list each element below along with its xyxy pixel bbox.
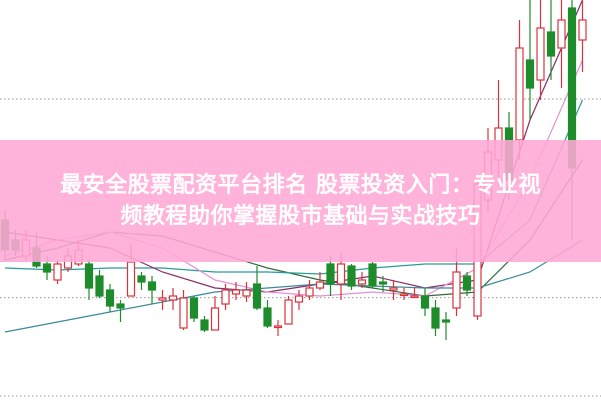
candle-body xyxy=(95,275,104,297)
candle-body xyxy=(284,299,293,325)
candle-body xyxy=(420,295,430,309)
candle-body xyxy=(273,325,283,329)
candle-body xyxy=(399,293,409,297)
candle-body xyxy=(557,19,566,49)
candle-body xyxy=(53,263,62,281)
candle-body xyxy=(336,263,346,285)
candle-body xyxy=(200,319,209,331)
candle-body xyxy=(410,295,419,299)
candle-body xyxy=(189,297,199,319)
candle-body xyxy=(105,289,115,307)
candle-body xyxy=(221,289,230,305)
candle-body xyxy=(389,287,398,291)
candle-body xyxy=(252,283,262,309)
candle-body xyxy=(147,281,157,291)
candle-body xyxy=(546,31,556,57)
candle-body xyxy=(305,287,314,297)
candle-body xyxy=(578,19,587,41)
candle-body xyxy=(294,295,304,303)
candle-body xyxy=(210,307,220,331)
title-banner: 最安全股票配资平台排名 股票投资入门：专业视 频教程助你掌握股市基础与实战技巧 xyxy=(0,140,601,262)
candle-body xyxy=(515,47,524,141)
candle-body xyxy=(42,263,52,273)
candle-body xyxy=(84,263,94,289)
candle-body xyxy=(315,281,325,289)
candle-body xyxy=(126,261,136,297)
candle-body xyxy=(326,263,335,285)
candle-body xyxy=(242,289,251,297)
candle-body xyxy=(525,59,535,89)
candle-body xyxy=(441,319,451,323)
candle-body xyxy=(368,263,377,287)
candle-body xyxy=(431,307,440,329)
candle-body xyxy=(116,303,125,309)
title-line-1: 最安全股票配资平台排名 股票投资入门：专业视 xyxy=(60,173,541,198)
candle-body xyxy=(137,275,146,283)
candle-body xyxy=(231,289,241,295)
candle-body xyxy=(452,271,461,309)
candle-body xyxy=(378,281,388,285)
candle-body xyxy=(462,275,472,291)
candle-body xyxy=(168,295,178,301)
candle-body xyxy=(347,265,356,287)
candle-body xyxy=(179,297,188,329)
candle-body xyxy=(357,279,367,285)
candle-body xyxy=(536,27,545,81)
title-line-2: 频教程助你掌握股市基础与实战技巧 xyxy=(120,204,481,229)
candle-body xyxy=(263,307,272,327)
candle-body xyxy=(158,297,167,301)
